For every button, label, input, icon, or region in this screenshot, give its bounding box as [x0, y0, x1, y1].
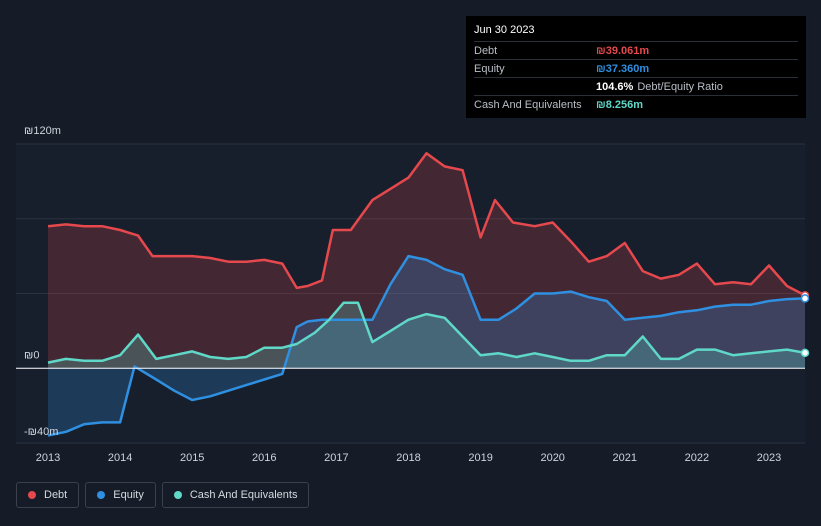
tooltip-cash-label: Cash And Equivalents: [474, 98, 582, 111]
data-tooltip: Jun 30 2023 Debt ₪39.061m Equity ₪37.360…: [466, 16, 806, 118]
y-tick-label: ₪120m: [24, 125, 61, 137]
tooltip-row-equity: Equity ₪37.360m: [474, 59, 798, 77]
x-tick-label: 2021: [613, 452, 637, 464]
cash-dot-icon: [173, 491, 182, 499]
tooltip-row-cash: Cash And Equivalents ₪8.256m: [474, 95, 798, 113]
debt-dot-icon: [28, 491, 36, 499]
legend-item-cash[interactable]: Cash And Equivalents: [161, 482, 310, 508]
tooltip-ratio-value: 104.6%: [596, 80, 634, 93]
tooltip-debt-label: Debt: [474, 44, 498, 57]
legend-item-debt[interactable]: Debt: [16, 482, 80, 508]
tooltip-ratio-label: Debt/Equity Ratio: [637, 80, 723, 93]
x-tick-label: 2015: [180, 452, 204, 464]
tooltip-debt-value: ₪39.061m: [596, 44, 650, 57]
equity-area: [48, 256, 805, 436]
x-tick-label: 2019: [468, 452, 492, 464]
tooltip-date: Jun 30 2023: [474, 24, 535, 36]
equity-line: [47, 254, 806, 437]
x-tick-label: 2018: [396, 452, 420, 464]
x-tick-label: 2023: [757, 452, 781, 464]
chart-legend: Debt Equity Cash And Equivalents: [16, 482, 310, 508]
equity-end-marker: [800, 294, 810, 303]
legend-debt-label: Debt: [44, 489, 68, 501]
y-tick-label: -₪40m: [24, 426, 58, 438]
x-tick-label: 2022: [685, 452, 709, 464]
legend-cash-label: Cash And Equivalents: [189, 489, 298, 501]
axis-labels: ₪120m ₪0 -₪40m 2013 2014 2015 2016 2017 2018 2019…: [24, 125, 781, 464]
tooltip-cash-value: ₪8.256m: [596, 98, 644, 111]
gridlines: [16, 143, 805, 444]
x-tick-label: 2016: [252, 452, 276, 464]
x-tick-label: 2017: [324, 452, 348, 464]
legend-equity-label: Equity: [113, 489, 144, 501]
cash-line: [47, 301, 806, 364]
x-tick-label: 2020: [540, 452, 564, 464]
legend-item-equity[interactable]: Equity: [85, 482, 156, 508]
cash-area: [48, 302, 805, 369]
equity-dot-icon: [97, 491, 106, 499]
x-tick-label: 2013: [36, 452, 60, 464]
y-tick-label: ₪0: [24, 349, 39, 361]
tooltip-row-ratio: 104.6% Debt/Equity Ratio: [474, 77, 798, 95]
debt-line: [47, 152, 806, 297]
x-tick-label: 2014: [108, 452, 132, 464]
series-lines: [16, 152, 810, 437]
tooltip-equity-label: Equity: [474, 62, 505, 75]
tooltip-row-debt: Debt ₪39.061m: [474, 41, 798, 59]
tooltip-equity-value: ₪37.360m: [596, 62, 650, 75]
cash-end-marker: [800, 348, 810, 358]
